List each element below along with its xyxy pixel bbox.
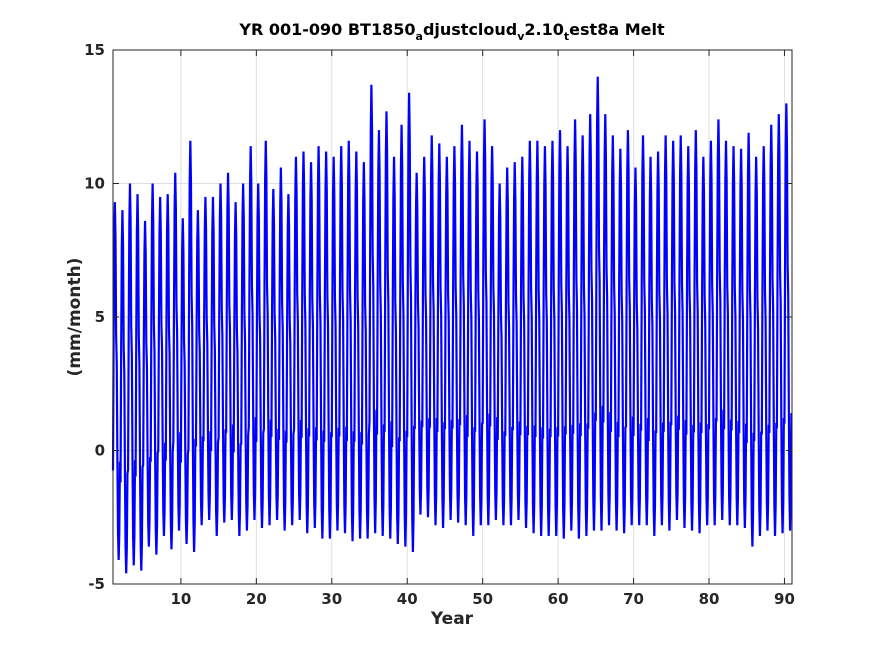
x-tick-label: 50	[472, 590, 493, 608]
chart-title-part: a	[416, 30, 423, 43]
chart-title: YR 001-090 BT1850adjustcloudv2.10test8a …	[238, 20, 665, 43]
x-tick-label: 40	[397, 590, 418, 608]
x-tick-label: 30	[321, 590, 342, 608]
x-tick-label: 70	[623, 590, 644, 608]
data-series	[111, 76, 793, 574]
x-tick-label: 60	[548, 590, 569, 608]
x-tick-label: 10	[170, 590, 191, 608]
x-tick-label: 90	[774, 590, 795, 608]
axis-ticks: 10 20 30 40 50 60 70 80 90 -5 0 5 10 15	[84, 41, 795, 608]
x-tick-label: 80	[699, 590, 720, 608]
y-tick-label: 10	[84, 175, 105, 193]
y-tick-label: 15	[84, 41, 105, 59]
chart-title-part: t	[564, 30, 569, 43]
series-line	[111, 76, 793, 574]
x-axis-title: Year	[430, 609, 474, 629]
y-tick-label: 0	[95, 442, 105, 460]
y-tick-label: 5	[95, 308, 105, 326]
chart-title-part: djustcloud	[423, 20, 517, 39]
y-tick-label: -5	[88, 575, 105, 593]
x-tick-label: 20	[246, 590, 267, 608]
y-axis-title: (mm/month)	[65, 258, 85, 377]
chart-title-part: est8a Melt	[569, 20, 665, 39]
plot-area: 10 20 30 40 50 60 70 80 90 -5 0 5 10 15	[84, 41, 795, 608]
chart-title-part: YR 001-090 BT1850	[238, 20, 415, 39]
chart-title-part: 2.10	[524, 20, 563, 39]
chart-title-part: v	[517, 30, 525, 43]
